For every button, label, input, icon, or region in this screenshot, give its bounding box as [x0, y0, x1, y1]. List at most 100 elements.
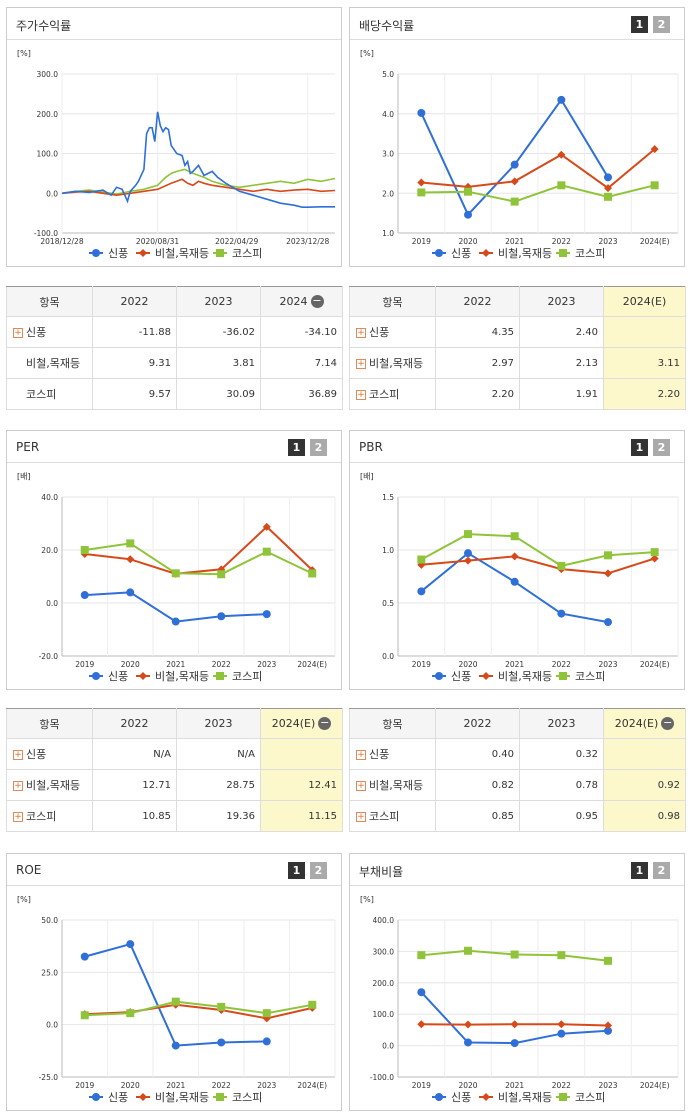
y-tick-label: 2.0: [382, 189, 394, 198]
y-unit-label: [%]: [17, 49, 31, 58]
legend-item[interactable]: 비철,목재등: [479, 247, 552, 260]
row-label[interactable]: + 비철,목재등: [349, 347, 436, 379]
legend-item[interactable]: 코스피: [213, 247, 262, 260]
series-line: [84, 1000, 313, 1017]
legend-marker: [139, 249, 147, 257]
column-header: 항목: [349, 708, 436, 739]
y-tick-label: 300.0: [373, 947, 395, 956]
y-tick-label: 400.0: [373, 916, 395, 925]
table-cell: 28.75: [176, 769, 261, 801]
view-1-button[interactable]: 1: [631, 862, 648, 879]
legend-item[interactable]: 코스피: [556, 1091, 605, 1104]
collapse-icon[interactable]: −: [310, 294, 324, 309]
table-cell: 0.78: [519, 769, 604, 801]
expand-icon[interactable]: +: [13, 812, 23, 822]
row-label[interactable]: + 비철,목재등: [349, 769, 436, 801]
view-2-button[interactable]: 2: [653, 16, 670, 33]
row-label[interactable]: + 코스피: [349, 800, 436, 832]
data-point: [650, 145, 659, 154]
y-tick-label: 100.0: [373, 1010, 395, 1019]
data-point: [217, 1038, 226, 1047]
view-1-button[interactable]: 1: [631, 16, 648, 33]
column-header: 2023: [176, 708, 261, 739]
x-tick-label: 2021: [505, 237, 524, 246]
collapse-icon[interactable]: −: [318, 716, 332, 731]
expand-icon[interactable]: +: [356, 359, 366, 369]
table-cell: -36.02: [176, 316, 261, 348]
legend-marker: [216, 672, 224, 680]
view-2-button[interactable]: 2: [653, 862, 670, 879]
x-tick-label: 2019: [75, 660, 94, 669]
column-header: 2023: [176, 286, 261, 317]
table-cell: [603, 738, 686, 770]
legend-item[interactable]: 신풍: [89, 670, 128, 683]
expand-icon[interactable]: +: [13, 750, 23, 760]
row-label[interactable]: + 코스피: [6, 800, 93, 832]
row-label[interactable]: + 신풍: [349, 738, 436, 770]
row-label[interactable]: + 신풍: [6, 316, 93, 348]
expand-icon[interactable]: +: [356, 781, 366, 791]
table-cell: 1.91: [519, 378, 604, 410]
expand-icon[interactable]: +: [356, 328, 366, 338]
panel-per: PER 1 2 [배] 40.0 20.0 0.0 -20.0 2019 2020 2021 2…: [6, 430, 342, 690]
row-label[interactable]: + 신풍: [6, 738, 93, 770]
legend-item[interactable]: 신풍: [432, 247, 471, 260]
expand-icon[interactable]: +: [356, 750, 366, 760]
expand-icon[interactable]: +: [356, 812, 366, 822]
x-tick-label: 2023: [257, 1081, 276, 1090]
table-cell: 0.40: [435, 738, 520, 770]
data-point: [126, 555, 135, 564]
legend-item[interactable]: 코스피: [213, 670, 262, 683]
data-point: [262, 522, 271, 531]
legend-label: 비철,목재등: [155, 247, 209, 260]
panel-title: 주가수익률: [16, 19, 72, 33]
panel-stock-return: 주가수익률 [%] 300.0 200.0 100.0 0.0 -100.0 2018/12…: [6, 7, 342, 267]
expand-icon[interactable]: +: [13, 328, 23, 338]
legend-item[interactable]: 비철,목재등: [136, 247, 209, 260]
legend-label: 코스피: [575, 247, 605, 260]
row-label[interactable]: + 비철,목재등: [6, 769, 93, 801]
data-point: [510, 197, 519, 206]
view-1-button[interactable]: 1: [631, 439, 648, 456]
series-line: [421, 148, 656, 190]
legend-item[interactable]: 신풍: [89, 247, 128, 260]
data-point: [417, 988, 426, 997]
row-label[interactable]: + 신풍: [349, 316, 436, 348]
x-tick-label: 2024(E): [640, 1081, 670, 1090]
view-2-button[interactable]: 2: [653, 439, 670, 456]
y-unit-label: [배]: [360, 472, 374, 481]
data-point: [80, 952, 89, 961]
table-cell: 0.85: [435, 800, 520, 832]
y-tick-label: -100.0: [34, 229, 58, 238]
legend-marker: [435, 1093, 443, 1101]
expand-icon[interactable]: +: [13, 781, 23, 791]
legend-item[interactable]: 비철,목재등: [479, 670, 552, 683]
legend-item[interactable]: 신풍: [432, 670, 471, 683]
y-tick-label: -25.0: [39, 1073, 59, 1082]
view-2-button[interactable]: 2: [310, 862, 327, 879]
legend-item[interactable]: 비철,목재등: [479, 1091, 552, 1104]
data-point: [604, 1021, 612, 1030]
legend-item[interactable]: 비철,목재등: [136, 670, 209, 683]
view-1-button[interactable]: 1: [288, 439, 305, 456]
data-point: [126, 539, 135, 548]
data-point: [217, 1002, 226, 1011]
view-2-button[interactable]: 2: [310, 439, 327, 456]
legend-item[interactable]: 코스피: [556, 247, 605, 260]
data-point: [604, 1026, 612, 1035]
legend-item[interactable]: 신풍: [432, 1091, 471, 1104]
data-point: [557, 95, 566, 104]
legend-item[interactable]: 신풍: [89, 1091, 128, 1104]
collapse-icon[interactable]: −: [661, 716, 675, 731]
data-point: [262, 1037, 271, 1046]
legend-label: 신풍: [108, 247, 128, 260]
legend-item[interactable]: 코스피: [556, 670, 605, 683]
x-tick-label: 2020/08/31: [136, 237, 179, 246]
legend-item[interactable]: 비철,목재등: [136, 1091, 209, 1104]
legend-item[interactable]: 코스피: [213, 1091, 262, 1104]
view-1-button[interactable]: 1: [288, 862, 305, 879]
row-label[interactable]: + 코스피: [349, 378, 436, 410]
expand-icon[interactable]: +: [356, 390, 366, 400]
table-row: 비철,목재등 9.31 3.81 7.14: [6, 347, 343, 379]
